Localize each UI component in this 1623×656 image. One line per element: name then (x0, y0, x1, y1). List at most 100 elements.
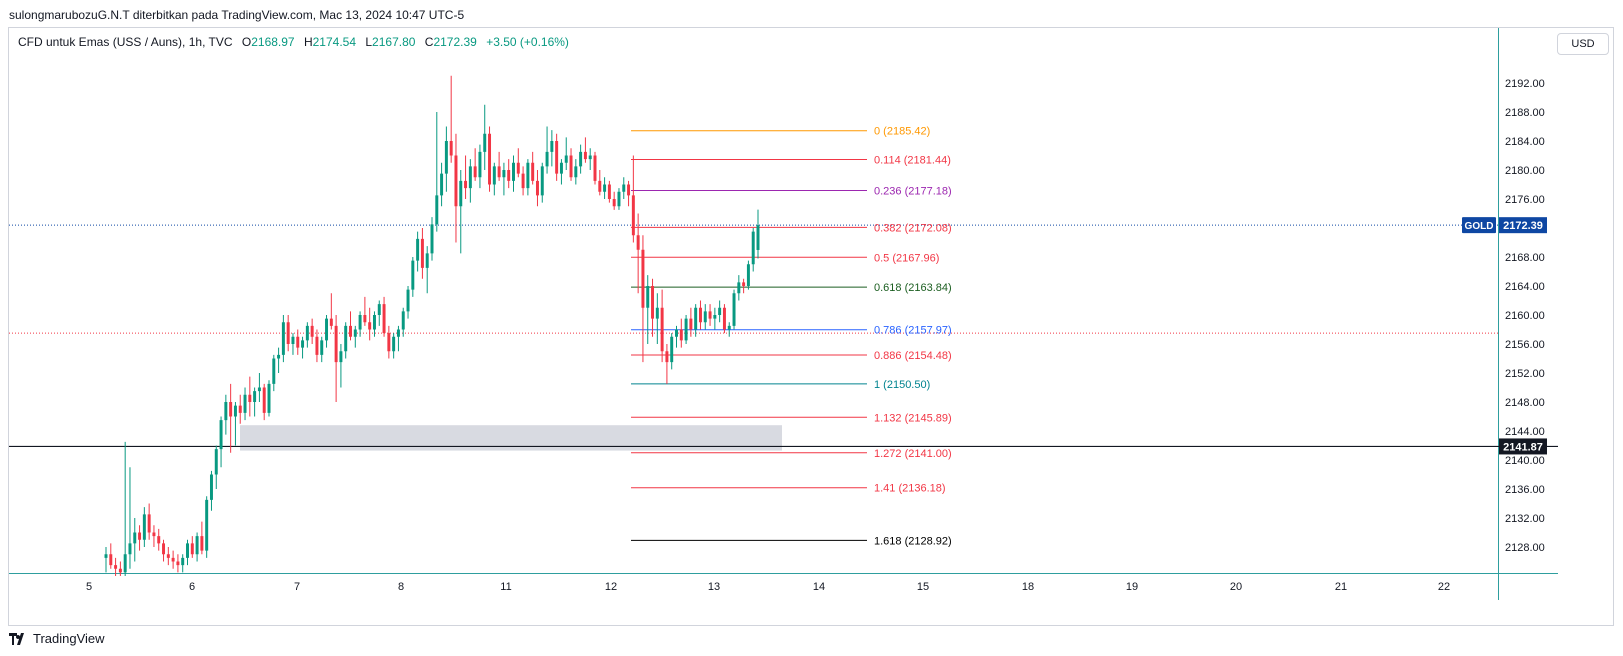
tradingview-brand: TradingView (33, 631, 105, 646)
candle-body (492, 166, 496, 185)
chart-frame (8, 27, 1614, 626)
candle-body (329, 318, 333, 326)
horizontal-line-tag-bg (1499, 438, 1547, 455)
candle-body (209, 474, 213, 500)
candle-body (507, 170, 511, 181)
candle-body (114, 565, 118, 569)
time-tick-label: 15 (917, 581, 929, 593)
candle-body (253, 391, 257, 402)
candle-body (296, 336, 300, 348)
price-tick-label: 2168.00 (1505, 252, 1545, 264)
close-value: 2172.39 (433, 35, 477, 49)
currency-button[interactable]: USD (1557, 33, 1609, 55)
candle-body (679, 329, 683, 341)
tradingview-logo-icon (9, 632, 24, 645)
candle-body (190, 543, 194, 555)
candle-body (372, 315, 376, 330)
time-tick-label: 7 (294, 581, 300, 593)
candle-body (166, 554, 170, 558)
price-tick-label: 2152.00 (1505, 368, 1545, 380)
candle-body (392, 336, 396, 352)
candle-body (440, 173, 444, 196)
candle-body (353, 329, 357, 337)
candle-body (272, 358, 276, 384)
candle-body (147, 514, 151, 533)
candle-body (286, 322, 290, 344)
candle-body (646, 286, 650, 308)
candle-body (464, 180, 468, 189)
last-price-tag-bg (1499, 217, 1547, 234)
symbol-tag-label: GOLD (1465, 221, 1494, 232)
candle-body (142, 514, 146, 540)
candle-body (516, 162, 520, 174)
candle-body (512, 162, 515, 181)
candle-body (195, 536, 199, 555)
symbol-description: CFD untuk Emas (USS / Auns), 1h, TVC (18, 35, 233, 49)
candle-body (732, 293, 736, 326)
fib-level-label: 0.786 (2157.97) (874, 325, 952, 337)
candle-body (387, 333, 391, 352)
candle-body (444, 141, 448, 174)
time-tick-label: 8 (398, 581, 404, 593)
candle-body (694, 307, 698, 330)
candle-body (238, 405, 242, 413)
candle-body (468, 166, 472, 189)
candle-body (435, 195, 439, 225)
candle-body (545, 151, 549, 167)
candle-body (416, 238, 420, 261)
candle-body (233, 405, 237, 417)
candle-body (186, 543, 189, 558)
symbol-legend: CFD untuk Emas (USS / Auns), 1h, TVC O21… (18, 35, 569, 49)
time-tick-label: 14 (813, 581, 825, 593)
last-price-tag-label: 2172.39 (1503, 220, 1543, 232)
candle-body (205, 499, 209, 551)
candle-body (104, 554, 108, 558)
candle-body (684, 318, 688, 341)
tradingview-logo[interactable]: TradingView (9, 631, 105, 646)
fib-level-label: 0.886 (2154.48) (874, 350, 952, 362)
candle-body (555, 141, 559, 174)
candle-body (325, 318, 329, 341)
candle-body (612, 199, 616, 207)
candle-body (425, 253, 429, 268)
candle-body (675, 329, 678, 337)
time-tick-label: 22 (1438, 581, 1450, 593)
candle-body (559, 162, 563, 174)
candle-body (277, 354, 281, 359)
candle-body (109, 554, 113, 566)
publish-attribution: sulongmarubozuG.N.T diterbitkan pada Tra… (9, 8, 465, 22)
candle-body (718, 307, 722, 315)
price-tick-label: 2132.00 (1505, 513, 1545, 525)
fib-level-label: 0.236 (2177.18) (874, 185, 952, 197)
fib-level-label: 1.132 (2145.89) (874, 412, 952, 424)
price-tick-label: 2140.00 (1505, 455, 1545, 467)
candle-body (583, 151, 587, 160)
time-tick-label: 19 (1126, 581, 1138, 593)
candle-body (118, 568, 122, 573)
candle-body (449, 141, 453, 156)
candle-body (214, 449, 218, 475)
candle-body (377, 304, 381, 315)
time-tick-label: 6 (189, 581, 195, 593)
fib-level-label: 1.41 (2136.18) (874, 483, 946, 495)
candle-body (622, 184, 626, 192)
close-label: C (424, 35, 434, 49)
low-value: 2167.80 (372, 35, 416, 49)
candle-body (593, 155, 597, 181)
candle-body (670, 336, 674, 363)
candle-body (171, 557, 175, 562)
candle-body (742, 282, 746, 286)
candle-body (483, 133, 487, 152)
candle-body (497, 166, 501, 178)
candle-body (411, 260, 415, 290)
fib-level-label: 0.114 (2181.44) (874, 155, 951, 167)
candle-body (257, 387, 261, 392)
candle-body (334, 325, 338, 363)
symbol-tag-bg (1462, 217, 1496, 234)
candle-body (598, 180, 602, 192)
candle-body (229, 402, 233, 417)
time-tick-label: 11 (500, 581, 511, 593)
fib-level-label: 1.272 (2141.00) (874, 448, 952, 460)
candle-body (262, 387, 266, 413)
